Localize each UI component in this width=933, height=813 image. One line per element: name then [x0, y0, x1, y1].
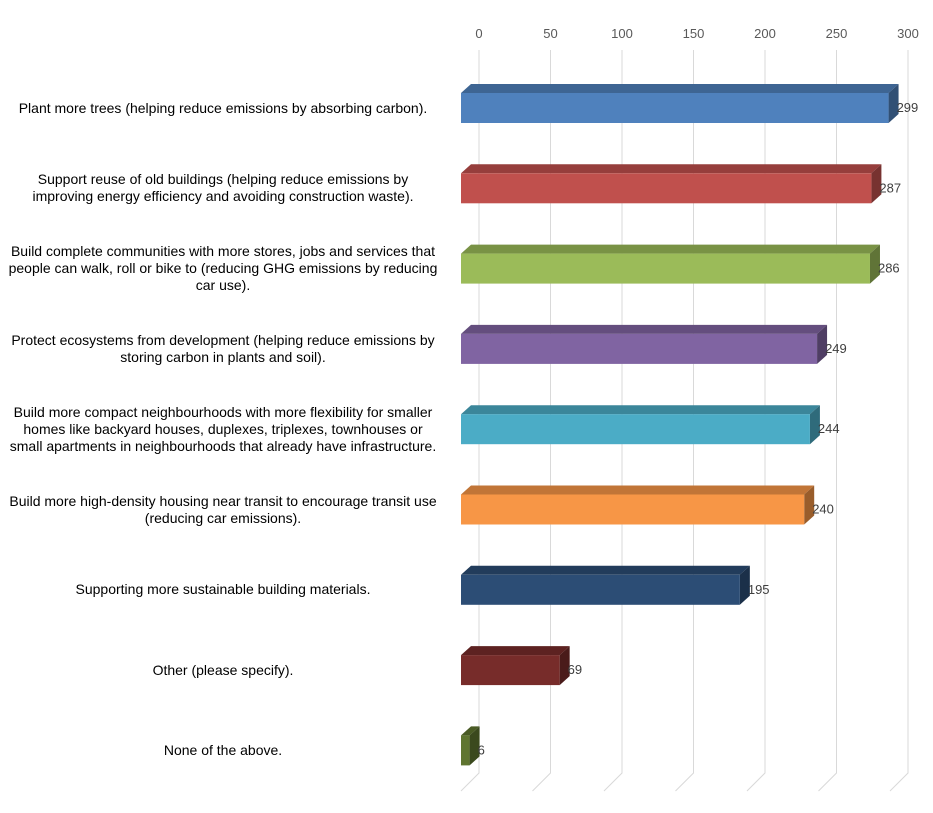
bar-side-face	[739, 565, 750, 605]
bar-top-face	[461, 646, 570, 656]
data-label: 287	[879, 180, 901, 195]
data-label: 240	[812, 502, 834, 517]
bar	[461, 405, 820, 445]
gridline	[746, 50, 766, 792]
bar-top-face	[461, 565, 750, 575]
bar-top-face	[461, 84, 899, 93]
category-label: Other (please specify).	[152, 661, 294, 678]
bar-side-face	[869, 244, 880, 284]
x-tick-label: 100	[611, 26, 633, 41]
bar-front-face	[461, 93, 889, 123]
bar-top-face	[461, 324, 828, 334]
bar	[461, 84, 899, 123]
data-label: 6	[478, 742, 485, 757]
bar-top-face	[461, 244, 880, 254]
category-label: Build more compact neighbourhoods with m…	[9, 403, 437, 454]
bar-side-face	[809, 405, 820, 445]
bar-top-face	[461, 164, 882, 174]
category-label: None of the above.	[163, 741, 283, 758]
bar-front-face	[461, 574, 740, 605]
bar-top-face	[461, 405, 820, 415]
data-label: 299	[897, 100, 919, 115]
bar	[461, 324, 828, 364]
gridline	[460, 50, 480, 792]
bar-side-face	[469, 726, 480, 766]
category-label: Build complete communities with more sto…	[8, 243, 438, 294]
category-label: Plant more trees (helping reduce emissio…	[18, 99, 428, 116]
gridline	[675, 50, 694, 792]
gridline	[818, 50, 837, 792]
bar-side-face	[871, 164, 882, 204]
bar-side-face	[559, 646, 570, 686]
x-tick-label: 250	[826, 26, 848, 41]
bar	[461, 726, 480, 766]
category-label: Build more high-density housing near tra…	[9, 492, 437, 526]
bar-front-face	[461, 735, 470, 766]
bar	[461, 485, 815, 525]
bar-front-face	[461, 333, 818, 364]
gridlines	[460, 50, 909, 792]
data-label: 249	[825, 341, 847, 356]
category-label: Protect ecosystems from development (hel…	[11, 331, 435, 365]
data-label: 69	[568, 662, 582, 677]
bar-front-face	[461, 253, 870, 284]
x-tick-label: 200	[754, 26, 776, 41]
gridline	[532, 50, 551, 792]
bar-front-face	[461, 655, 560, 686]
bar-side-face	[888, 84, 899, 123]
bar-side-face	[817, 324, 828, 364]
data-labels: 299 287 286 249 244 240 195 69 6	[478, 100, 919, 757]
bar	[461, 565, 750, 605]
gridline	[889, 50, 909, 792]
bar	[461, 646, 570, 686]
gridline	[603, 50, 623, 792]
x-tick-label: 150	[683, 26, 705, 41]
bar-top-face	[461, 726, 480, 736]
bar-side-face	[804, 485, 815, 525]
bar-front-face	[461, 414, 810, 445]
bar-top-face	[461, 485, 815, 495]
bar	[461, 244, 880, 284]
bar	[461, 164, 882, 204]
data-label: 244	[818, 421, 840, 436]
x-tick-label: 50	[543, 26, 557, 41]
bar-front-face	[461, 494, 805, 525]
x-axis-ticks: 0 50 100 150 200 250 300	[475, 26, 918, 41]
bars	[461, 84, 899, 766]
data-label: 195	[748, 582, 770, 597]
category-label: Supporting more sustainable building mat…	[75, 581, 371, 598]
x-tick-label: 0	[475, 26, 482, 41]
bar-front-face	[461, 173, 872, 204]
data-label: 286	[878, 261, 900, 276]
category-label: Support reuse of old buildings (helping …	[32, 171, 414, 205]
x-tick-label: 300	[897, 26, 919, 41]
